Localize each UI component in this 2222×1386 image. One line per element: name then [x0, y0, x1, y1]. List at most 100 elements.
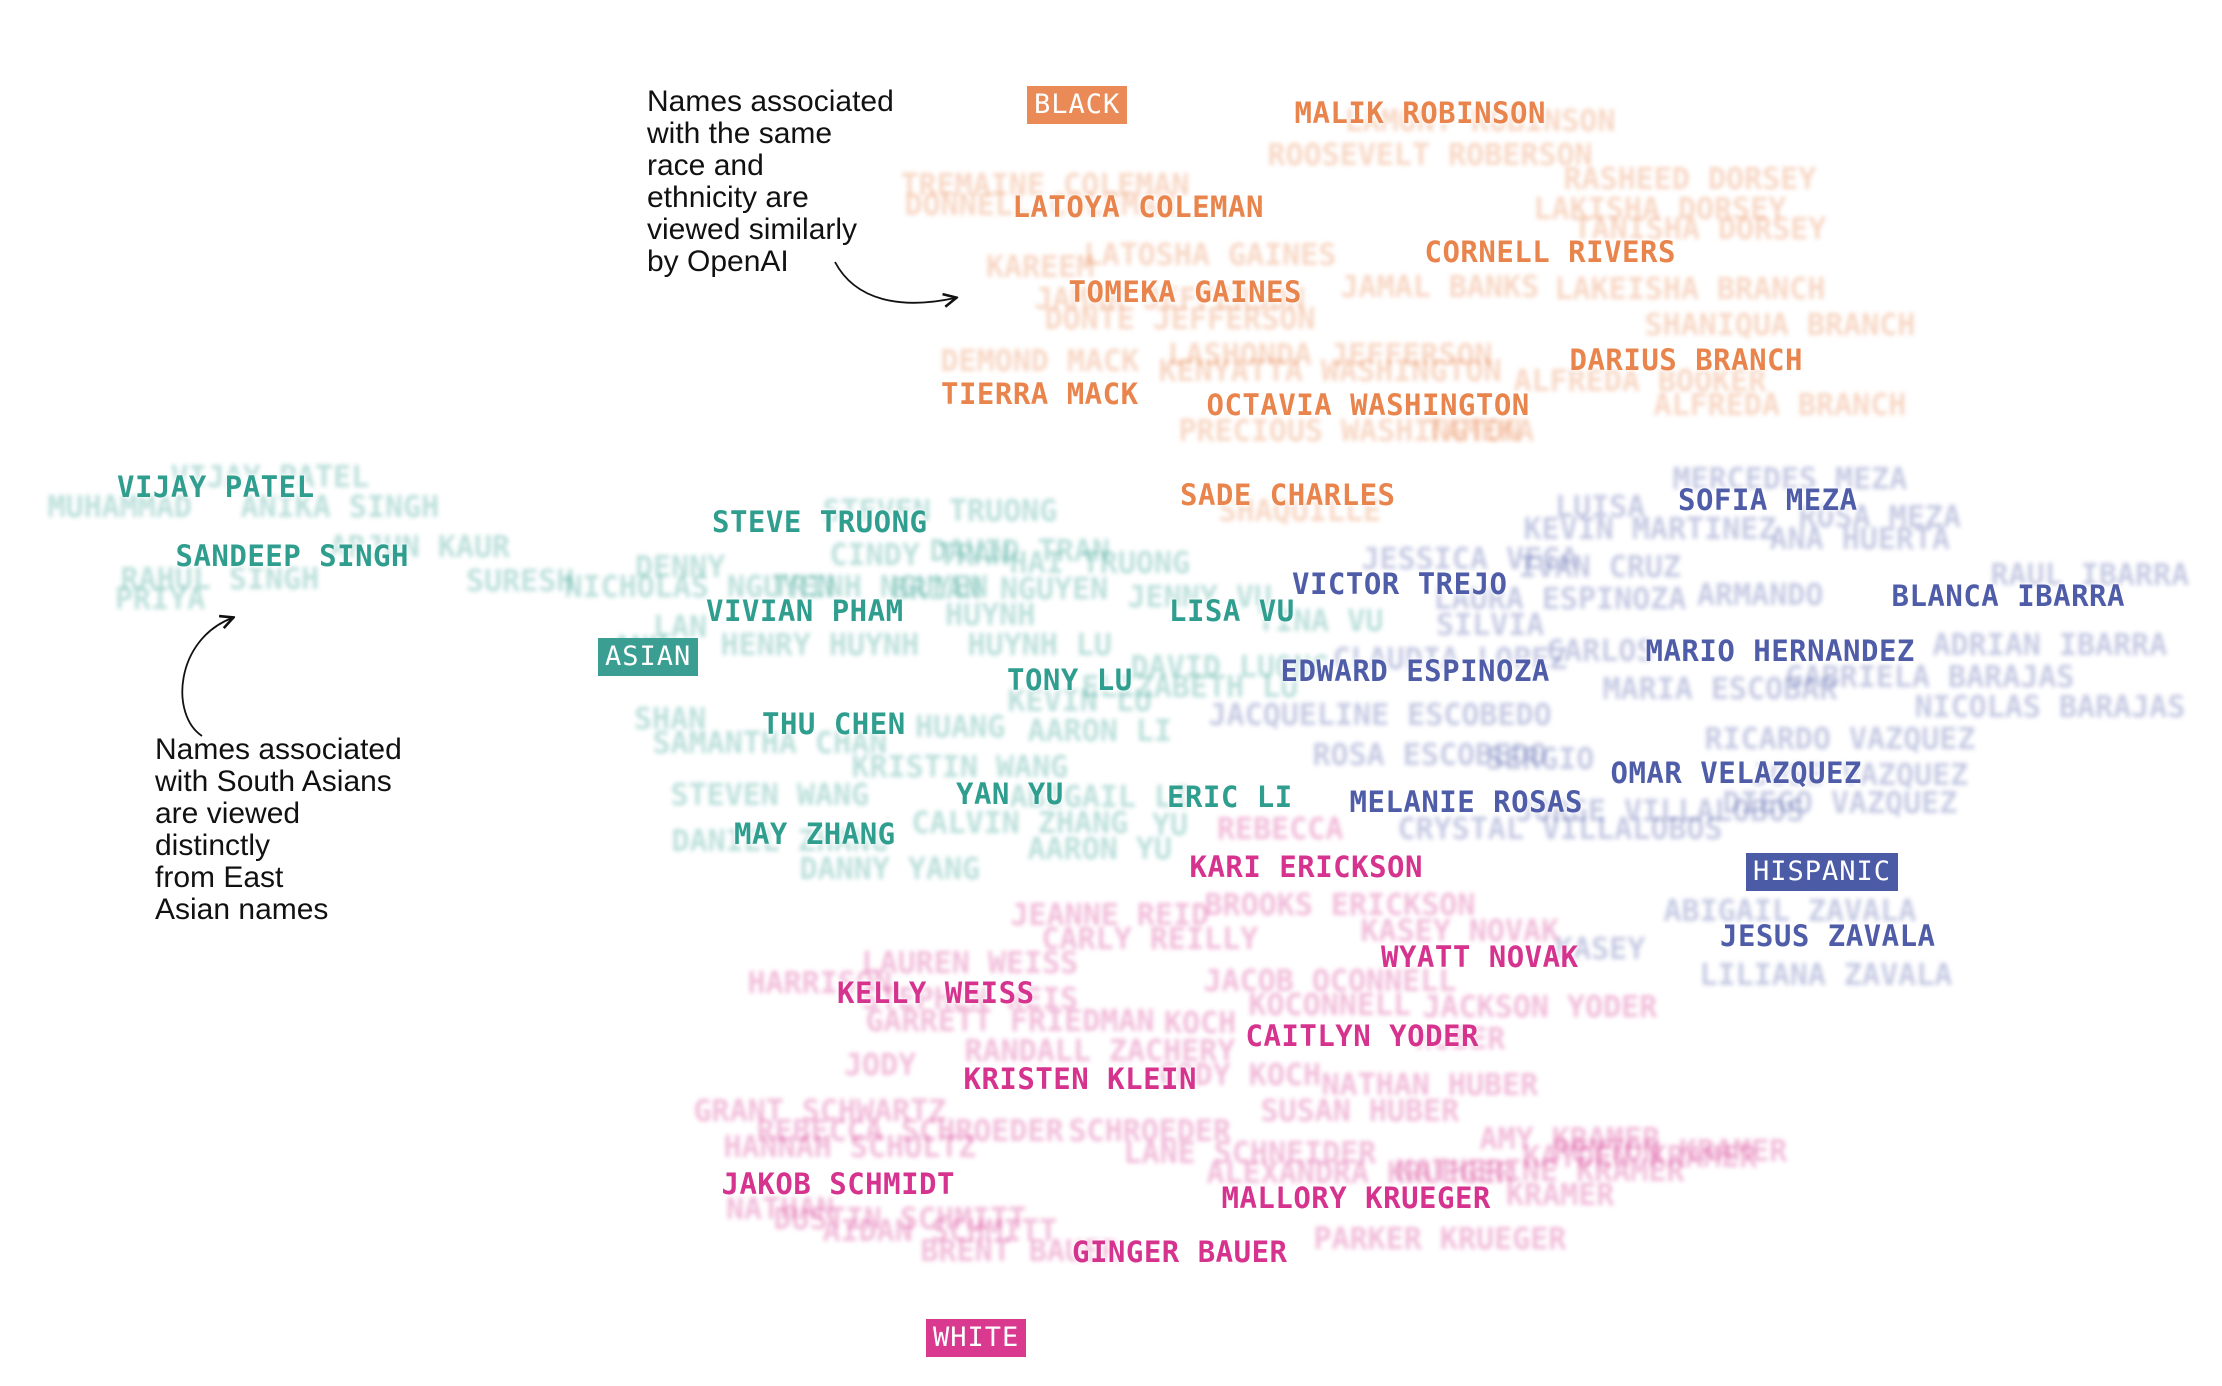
background-name: AARON YU [1027, 832, 1173, 867]
background-name: YU [1152, 808, 1189, 843]
name-label-black: MALIK ROBINSON [1294, 95, 1546, 130]
background-name: KENYATTA WASHINGTON [1158, 354, 1502, 389]
background-name: REBECCA [1217, 812, 1344, 847]
background-name: DEMOND MACK [940, 344, 1140, 379]
background-name: SHANIQUA BRANCH [1644, 308, 1916, 343]
background-name: KEVIN MARTINEZ [1523, 512, 1777, 547]
background-name: CRYSTAL VILLALOBOS [1397, 812, 1723, 847]
background-name: AMY KRAMER [1479, 1122, 1661, 1157]
name-label-asian: LISA VU [1169, 593, 1295, 628]
name-label-black: LATOYA COLEMAN [1012, 189, 1264, 224]
background-name: DENNY [635, 550, 726, 585]
name-label-hispanic: MELANIE ROSAS [1349, 784, 1583, 819]
background-name: JAMAL BANKS [1340, 270, 1540, 305]
group-badge-white: WHITE [926, 1319, 1027, 1357]
background-name: ARMANDO [1697, 578, 1824, 613]
background-name: HUYNH [945, 598, 1036, 633]
background-name: DANNY YANG [799, 852, 981, 887]
annotation-south-asian: Names associated with South Asians are v… [155, 733, 402, 926]
name-label-black: SADE CHARLES [1180, 477, 1396, 512]
name-label-asian: MAY ZHANG [734, 816, 896, 851]
background-name: LILIANA ZAVALA [1699, 958, 1953, 993]
name-label-black: OCTAVIA WASHINGTON [1206, 387, 1530, 422]
group-badge-hispanic: HISPANIC [1746, 853, 1899, 891]
background-name: KOCH [1164, 1006, 1237, 1041]
background-name: GARRETT FRIEDMAN [865, 1004, 1155, 1039]
background-name: PEYTON KRAMER [1552, 1134, 1788, 1169]
background-name: STEVEN WANG [670, 778, 870, 813]
annotation-black: Names associated with the same race and … [647, 85, 894, 278]
background-name: DUSTIN SCHMITT [773, 1202, 1027, 1237]
name-label-hispanic: OMAR VELAZQUEZ [1610, 755, 1862, 790]
background-name: NATHAN HUBER [1321, 1068, 1539, 1103]
background-name: NICOLAS BARAJAS [1914, 690, 2186, 725]
name-label-black: TOMEKA GAINES [1068, 274, 1302, 309]
background-name: HAI TRUONG [1009, 546, 1191, 581]
background-name: LASHONDA JEFFERSON [1167, 338, 1493, 373]
background-name: CARLY REILLY [1041, 922, 1259, 957]
background-name: PARKER KRUEGER [1313, 1222, 1567, 1257]
background-name: CALVIN ZHANG [911, 806, 1129, 841]
background-name: LATOSHA GAINES [1083, 238, 1337, 273]
background-name: JODY [844, 1048, 917, 1083]
background-name: RASHEED DORSEY [1563, 162, 1817, 197]
background-name: AIDAN SCHMITT [822, 1214, 1058, 1249]
background-name: HUANG [915, 710, 1006, 745]
background-name: SHAN [634, 702, 707, 737]
background-name: JACQUELINE ESCOBEDO [1208, 698, 1552, 733]
background-name: ALFREDA BRANCH [1653, 388, 1907, 423]
background-name: SERGIO [1486, 742, 1595, 777]
name-label-black: TIERRA MACK [941, 376, 1139, 411]
background-name: CINDY TRAN [829, 538, 1011, 573]
name-label-white: KARI ERICKSON [1189, 849, 1423, 884]
background-name: IVAN CRUZ [1518, 550, 1682, 585]
group-badge-black: BLACK [1027, 86, 1128, 124]
background-name: BROOKS ERICKSON [1204, 888, 1476, 923]
name-label-white: JAKOB SCHMIDT [721, 1166, 955, 1201]
name-label-asian: VIVIAN PHAM [706, 593, 904, 628]
background-name: CARLOS [1546, 634, 1655, 669]
background-name: JEANNE REID [1010, 898, 1210, 933]
background-name: HENRY HUYNH [720, 628, 920, 663]
background-name: PRIYA [115, 582, 206, 617]
background-name: KOCONNELL [1248, 988, 1412, 1023]
name-label-asian: THU CHEN [762, 706, 906, 741]
background-name: HANNAH SCHULTZ [723, 1130, 977, 1165]
background-name: REBECCA SCHROEDER [756, 1114, 1064, 1149]
background-name: KAYDEN KRAMER [1522, 1140, 1758, 1175]
background-name: LANE SCHNEIDER [1123, 1136, 1377, 1171]
name-label-hispanic: JESUS ZAVALA [1720, 918, 1936, 953]
background-name: HUYNH LU [967, 628, 1113, 663]
name-label-asian: TONY LU [1007, 662, 1133, 697]
background-name: LAKISHA DORSEY [1533, 192, 1787, 227]
name-label-asian: SANDEEP SINGH [175, 538, 409, 573]
name-label-hispanic: VICTOR TREJO [1292, 566, 1508, 601]
background-name: ADRIAN IBARRA [1932, 628, 2168, 663]
name-label-hispanic: SOFIA MEZA [1678, 482, 1858, 517]
name-label-white: GINGER BAUER [1072, 1234, 1288, 1269]
name-label-white: KRISTEN KLEIN [963, 1061, 1197, 1096]
background-name: LAKEISHA BRANCH [1554, 272, 1826, 307]
background-name: LUISA [1555, 490, 1646, 525]
background-name: KRAMER [1506, 1178, 1615, 1213]
background-name: ROSA ESCOBEDO [1312, 738, 1548, 773]
background-name: SILVIA [1436, 608, 1545, 643]
background-name: SUSAN HUBER [1260, 1094, 1460, 1129]
group-badge-asian: ASIAN [598, 638, 699, 676]
name-label-asian: ERIC LI [1167, 779, 1293, 814]
background-name: DONTE JEFFERSON [1044, 302, 1316, 337]
name-label-asian: STEVE TRUONG [712, 504, 928, 539]
background-name: SCHROEDER [1068, 1114, 1232, 1149]
background-name: SURESH [466, 564, 575, 599]
background-name: ANA HUERTA [1769, 522, 1951, 557]
background-name: RICARDO VAZQUEZ [1704, 722, 1976, 757]
name-label-white: WYATT NOVAK [1381, 939, 1579, 974]
name-label-hispanic: BLANCA IBARRA [1891, 578, 2125, 613]
arrow-to-south-asian-cluster [181, 618, 232, 737]
background-name: GRANT SCHWARTZ [693, 1094, 947, 1129]
name-label-white: MALLORY KRUEGER [1221, 1180, 1491, 1215]
background-name: DAVID TRAN [929, 534, 1111, 569]
name-label-black: CORNELL RIVERS [1424, 234, 1676, 269]
name-label-white: CAITLYN YODER [1245, 1018, 1479, 1053]
